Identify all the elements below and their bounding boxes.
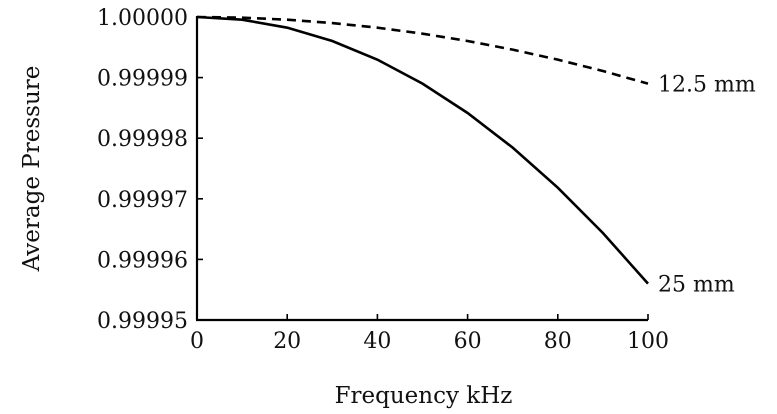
series-labels: 12.5 mm 25 mm: [658, 73, 756, 298]
y-tick-label: 1.00000: [97, 6, 188, 31]
x-axis-label: Frequency kHz: [335, 383, 513, 409]
series-line-solid: [196, 15, 649, 285]
series-label: 25 mm: [658, 273, 735, 298]
y-tick-label: 0.99997: [97, 188, 188, 213]
x-tick-label: 0: [190, 329, 204, 354]
x-tick-label: 100: [627, 329, 669, 354]
y-axis-label: Average Pressure: [19, 66, 45, 273]
x-tick-label: 80: [544, 329, 572, 354]
x-tick-label: 60: [454, 329, 482, 354]
y-tick-label: 0.99999: [97, 67, 188, 92]
series-line-dashed: [196, 15, 649, 85]
y-tick-label: 0.99996: [97, 248, 188, 273]
y-tick-label: 0.99998: [97, 127, 188, 152]
x-tick-label: 20: [273, 329, 301, 354]
series-label: 12.5 mm: [658, 73, 756, 98]
y-tick-label: 0.99995: [97, 309, 188, 334]
series-group: [196, 15, 649, 285]
y-axis-ticks: 0.99995 0.99996 0.99997 0.99998 0.99999 1.000…: [97, 6, 203, 334]
x-axis-ticks: 0 20 40 60 80 100: [190, 314, 669, 354]
x-tick-label: 40: [363, 329, 391, 354]
axes: [195, 16, 648, 322]
